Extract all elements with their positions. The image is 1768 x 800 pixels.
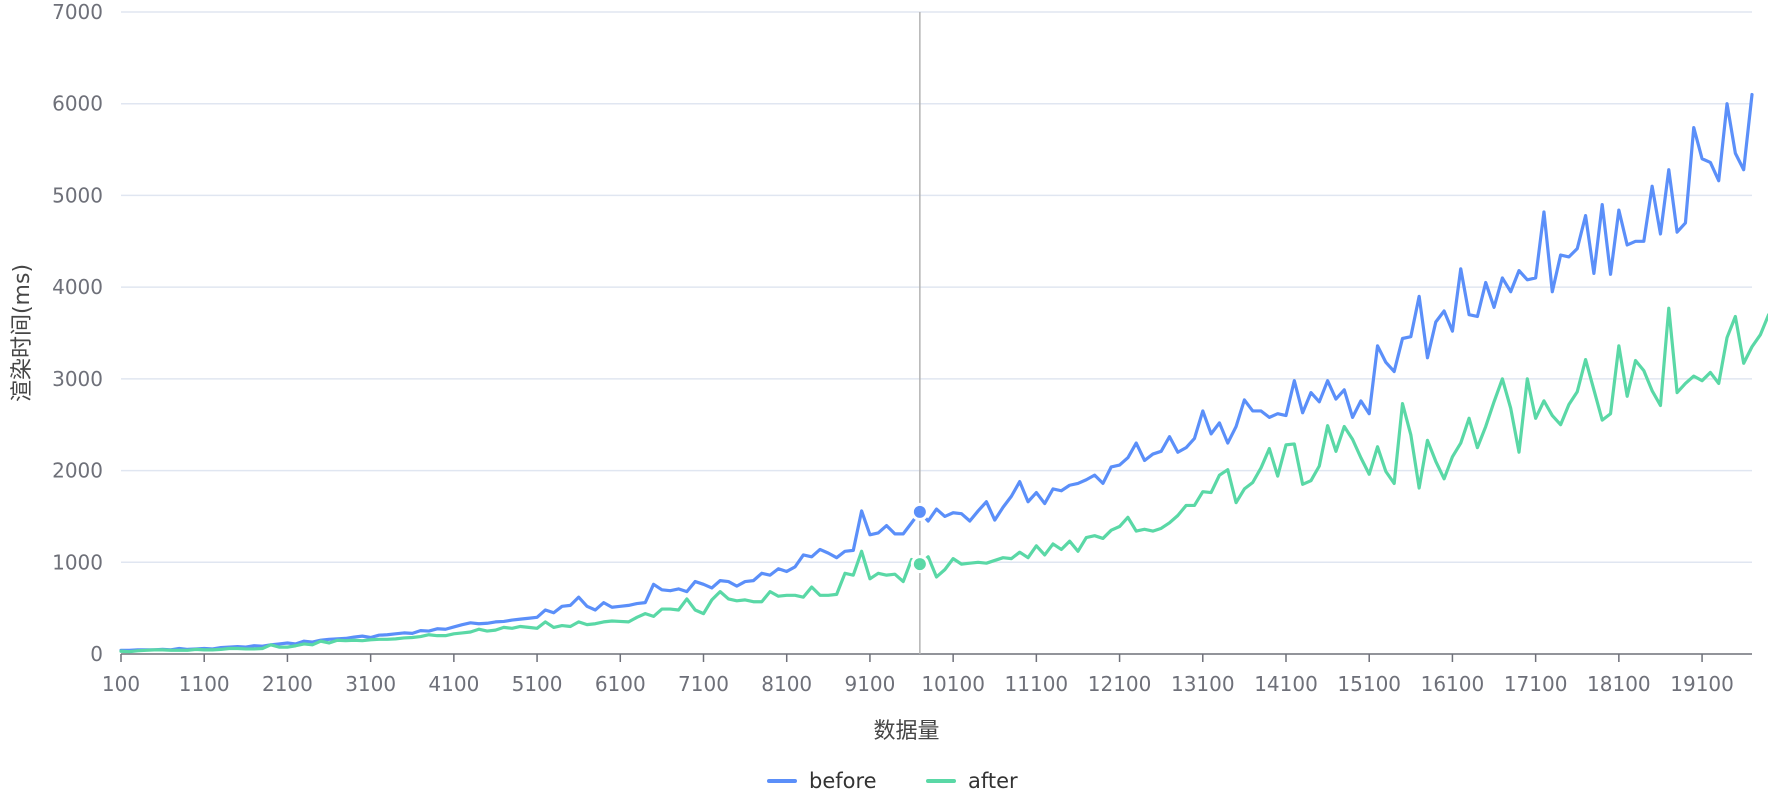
tooltip-point-after [913, 558, 926, 571]
x-tick-label: 11100 [1005, 672, 1069, 696]
x-axis-ticks: 100 1100 2100 3100 4100 5100 6100 7100 8100 9100 1… [102, 672, 1734, 696]
y-tick-label: 4000 [52, 275, 103, 299]
x-tick-label: 7100 [678, 672, 729, 696]
y-axis-ticks: 0 1000 2000 3000 4000 5000 6000 7000 [52, 0, 103, 666]
x-tick-label: 6100 [595, 672, 646, 696]
x-tick-label: 2100 [262, 672, 313, 696]
x-tick-label: 12100 [1088, 672, 1152, 696]
series-lines [119, 92, 1768, 654]
y-tick-label: 1000 [52, 550, 103, 574]
x-tick-label: 14100 [1254, 672, 1318, 696]
series-line-after [119, 306, 1768, 654]
x-tick-label: 4100 [428, 672, 479, 696]
x-tick-label: 10100 [921, 672, 985, 696]
x-tick-label: 17100 [1504, 672, 1568, 696]
legend-label-after: after [968, 769, 1018, 793]
x-tick-label: 13100 [1171, 672, 1235, 696]
y-tick-label: 5000 [52, 183, 103, 207]
tooltip-point-before [913, 505, 926, 518]
x-tick-label: 1100 [179, 672, 230, 696]
y-axis-title: 渲染时间(ms) [10, 264, 35, 402]
x-tick-label: 18100 [1587, 672, 1651, 696]
legend: before after [767, 769, 1018, 793]
x-tick-label: 8100 [761, 672, 812, 696]
tooltip-points [910, 502, 929, 574]
y-tick-label: 7000 [52, 0, 103, 24]
x-tick-label: 100 [102, 672, 140, 696]
y-tick-label: 6000 [52, 92, 103, 116]
y-tick-label: 3000 [52, 367, 103, 391]
x-tick-label: 5100 [512, 672, 563, 696]
series-line-before [119, 92, 1754, 652]
grid-lines [121, 11, 1752, 564]
x-tick-label: 19100 [1670, 672, 1734, 696]
x-tick-label: 15100 [1337, 672, 1401, 696]
y-tick-label: 2000 [52, 459, 103, 483]
x-tick-label: 9100 [844, 672, 895, 696]
x-tick-label: 16100 [1421, 672, 1485, 696]
axes [120, 653, 1752, 662]
x-tick-label: 3100 [345, 672, 396, 696]
x-axis-title: 数据量 [873, 719, 939, 744]
legend-label-before: before [809, 769, 877, 793]
y-tick-label: 0 [90, 642, 103, 666]
